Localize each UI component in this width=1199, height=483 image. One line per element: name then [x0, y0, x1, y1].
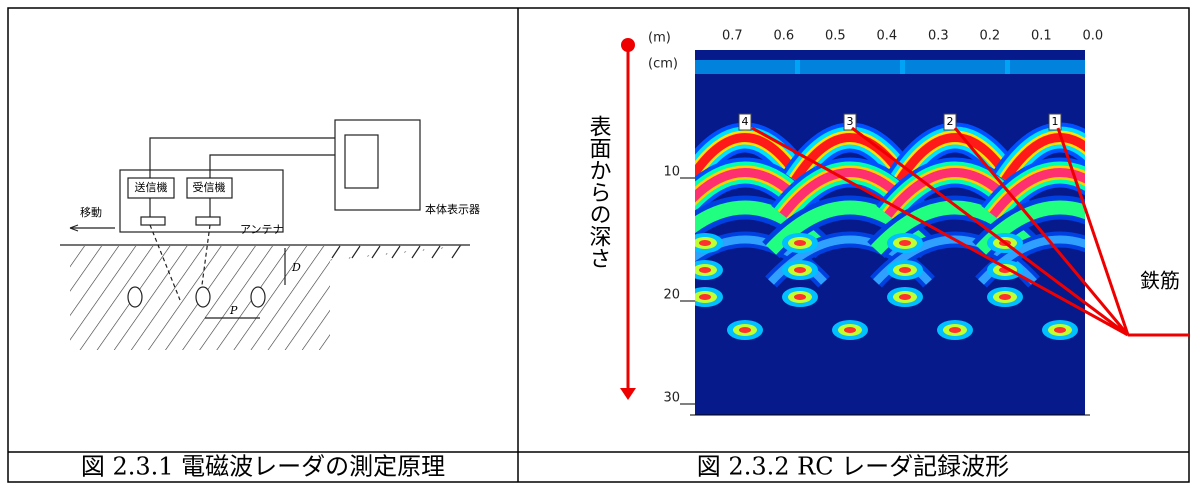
- x-unit: (m): [648, 31, 671, 46]
- blob: [699, 267, 711, 273]
- blob: [899, 294, 911, 300]
- blob: [794, 267, 806, 273]
- blob: [794, 294, 806, 300]
- y-tick-label: 20: [663, 288, 680, 303]
- surface-band: [1005, 60, 1115, 74]
- depth-label: D: [291, 261, 301, 274]
- depth-axis-label: 表面からの深さ: [586, 115, 612, 269]
- x-tick-label: 0.1: [1031, 29, 1052, 44]
- blob: [1054, 327, 1066, 333]
- y-unit: (cm): [648, 57, 678, 72]
- marker-label: 1: [1052, 115, 1059, 128]
- blob: [899, 267, 911, 273]
- x-tick-label: 0.5: [825, 29, 846, 44]
- rebar-label: 鉄筋: [1140, 269, 1180, 293]
- surface-band: [690, 60, 800, 74]
- display-label: 本体表示器: [425, 202, 480, 216]
- blob: [794, 240, 806, 246]
- blob: [999, 294, 1011, 300]
- x-tick-label: 0.3: [928, 29, 949, 44]
- x-tick-label: 0.0: [1083, 29, 1104, 44]
- surface-dot: [621, 38, 635, 52]
- antenna-label: アンテナ: [240, 223, 284, 236]
- caption: 図 2.3.2 RC レーダ記録波形: [697, 453, 1009, 481]
- page: 図 2.3.1 電磁波レーダの測定原理 図 2.3.2 RC レーダ記録波形 送…: [0, 0, 1199, 483]
- x-tick-label: 0.4: [877, 29, 898, 44]
- y-tick-label: 10: [663, 165, 680, 180]
- arrow-head: [620, 388, 636, 400]
- surface-band: [795, 60, 905, 74]
- receiver-label: 受信機: [193, 180, 226, 194]
- blob: [739, 327, 751, 333]
- marker-label: 3: [847, 115, 854, 128]
- transmitter-label: 送信機: [135, 180, 168, 194]
- caption: 図 2.3.1 電磁波レーダの測定原理: [81, 453, 445, 481]
- blob: [699, 240, 711, 246]
- marker-label: 4: [742, 115, 749, 128]
- pitch-label: P: [229, 304, 238, 317]
- y-tick-label: 30: [663, 391, 680, 406]
- x-tick-label: 0.2: [980, 29, 1001, 44]
- marker-label: 2: [947, 115, 954, 128]
- blob: [949, 327, 961, 333]
- movement-label: 移動: [80, 205, 102, 219]
- blob: [699, 294, 711, 300]
- surface-band: [900, 60, 1010, 74]
- x-tick-label: 0.7: [722, 29, 743, 44]
- blob: [899, 240, 911, 246]
- blob: [844, 327, 856, 333]
- x-tick-label: 0.6: [774, 29, 795, 44]
